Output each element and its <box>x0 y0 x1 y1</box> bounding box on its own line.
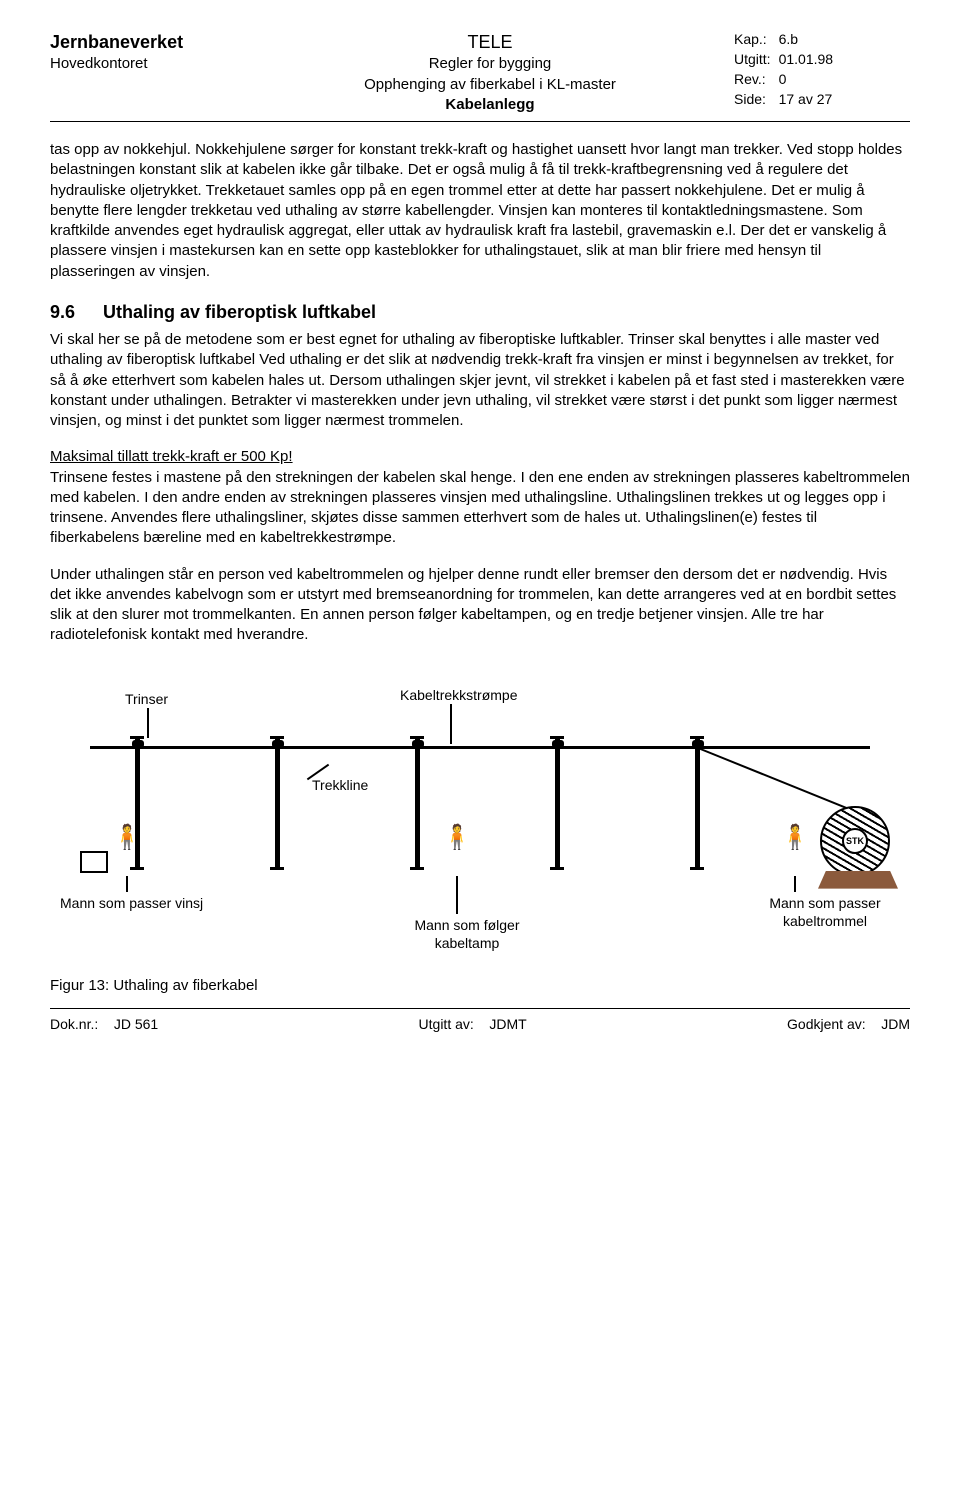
header-titles: TELE Regler for bygging Opphenging av fi… <box>250 30 730 115</box>
footer-godkjent-label: Godkjent av: <box>787 1016 866 1032</box>
meta-utgitt-label: Utgitt: <box>730 50 775 70</box>
label-trinser: Trinser <box>125 690 168 709</box>
meta-side-value: 17 av 27 <box>775 90 838 110</box>
label-mann-vinsj: Mann som passer vinsj <box>60 894 230 913</box>
arrow-trinser <box>147 708 149 738</box>
pole-icon <box>555 738 560 868</box>
section-number: 9.6 <box>50 300 98 324</box>
footer-doknr: Dok.nr.: JD 561 <box>50 1015 158 1034</box>
worker-vinsj-icon: 🧍 <box>112 826 140 850</box>
trinse-icon <box>552 740 564 748</box>
worker-kabeltamp-icon: 🧍 <box>442 826 470 850</box>
meta-side-label: Side: <box>730 90 775 110</box>
trinse-icon <box>692 740 704 748</box>
doc-title-sub3: Kabelanlegg <box>250 95 730 115</box>
meta-utgitt-value: 01.01.98 <box>775 50 838 70</box>
trinse-icon <box>272 740 284 748</box>
page-footer: Dok.nr.: JD 561 Utgitt av: JDMT Godkjent… <box>50 1015 910 1034</box>
body-para7: Trinsene festes i mastene på den strekni… <box>50 469 910 547</box>
vinsj-icon <box>80 851 108 873</box>
label-mann-trommel: Mann som passer kabeltrommel <box>750 894 900 932</box>
cable-reel-icon: STK <box>820 806 890 876</box>
document-body: tas opp av nokkehjul. Nokkehjulene sørge… <box>50 140 910 646</box>
pole-icon <box>695 738 700 868</box>
header-divider <box>50 121 910 122</box>
header-org: Jernbaneverket Hovedkontoret <box>50 30 250 115</box>
arrow-mann-kabeltamp <box>456 876 458 914</box>
meta-kap-value: 6.b <box>775 30 838 50</box>
footer-godkjent-value: JDM <box>881 1016 910 1032</box>
label-mann-kabeltamp: Mann som følger kabeltamp <box>392 916 542 954</box>
footer-utgitt-av: Utgitt av: JDMT <box>419 1015 527 1034</box>
doc-title-main: TELE <box>250 30 730 54</box>
page-header: Jernbaneverket Hovedkontoret TELE Regler… <box>50 30 910 115</box>
section-title-text: Uthaling av fiberoptisk luftkabel <box>103 302 376 322</box>
meta-rev-label: Rev.: <box>730 70 775 90</box>
body-para8: Under uthalingen står en person ved kabe… <box>50 565 910 646</box>
footer-doknr-label: Dok.nr.: <box>50 1016 98 1032</box>
cable-drop <box>698 747 866 816</box>
footer-divider <box>50 1008 910 1009</box>
doc-title-sub2: Opphenging av fiberkabel i KL-master <box>250 75 730 95</box>
doc-title-sub1: Regler for bygging <box>250 54 730 74</box>
section-heading: 9.6 Uthaling av fiberoptisk luftkabel <box>50 300 910 324</box>
footer-godkjent: Godkjent av: JDM <box>787 1015 910 1034</box>
label-kabeltrekkstrompe: Kabeltrekkstrømpe <box>400 686 517 705</box>
meta-kap-label: Kap.: <box>730 30 775 50</box>
footer-utgittav-label: Utgitt av: <box>419 1016 474 1032</box>
org-name-2: Hovedkontoret <box>50 54 250 74</box>
cable-line <box>90 746 870 749</box>
arrow-mann-vinsj <box>126 876 128 892</box>
reel-base-icon <box>818 871 898 889</box>
reel-label: STK <box>842 828 868 854</box>
figure-13: Trinser Kabeltrekkstrømpe Trekkline 🧍 🧍 … <box>50 676 910 966</box>
org-name-1: Jernbaneverket <box>50 30 250 54</box>
trinse-icon <box>412 740 424 748</box>
figure-caption: Figur 13: Uthaling av fiberkabel <box>50 976 910 996</box>
header-meta: Kap.:6.b Utgitt:01.01.98 Rev.:0 Side:17 … <box>730 30 910 115</box>
trinse-icon <box>132 740 144 748</box>
footer-doknr-value: JD 561 <box>114 1016 158 1032</box>
max-trekk-kraft: Maksimal tillatt trekk-kraft er 500 Kp! <box>50 448 293 465</box>
worker-trommel-icon: 🧍 <box>780 826 808 850</box>
arrow-kabeltrekkstrompe <box>450 704 452 744</box>
arrow-mann-trommel <box>794 876 796 892</box>
pole-icon <box>415 738 420 868</box>
label-trekklinje: Trekkline <box>312 776 368 795</box>
meta-rev-value: 0 <box>775 70 838 90</box>
pole-icon <box>275 738 280 868</box>
footer-utgittav-value: JDMT <box>489 1016 526 1032</box>
